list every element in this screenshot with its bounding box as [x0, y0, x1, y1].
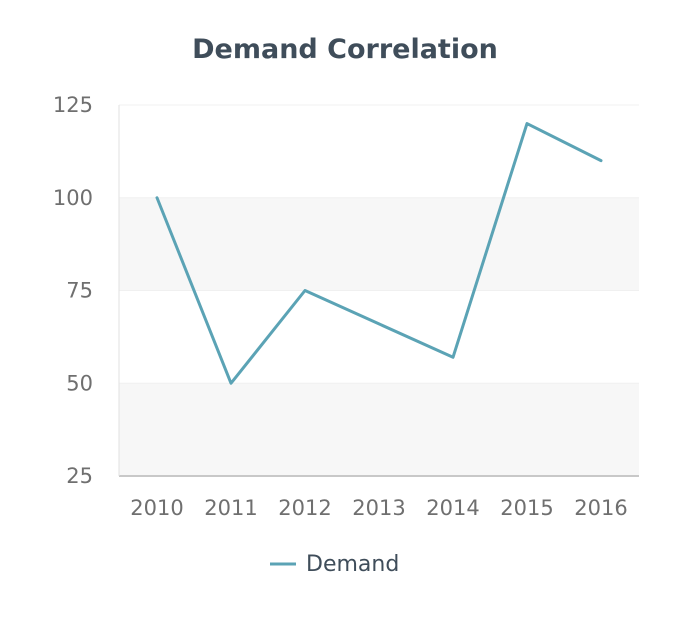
chart-title: Demand Correlation — [192, 34, 498, 65]
legend-label: Demand — [306, 552, 399, 577]
x-tick-label: 2011 — [204, 496, 257, 520]
series-layer — [155, 122, 603, 385]
series-line — [155, 122, 603, 385]
plot-band — [119, 197, 639, 291]
x-tick-label: 2015 — [500, 496, 553, 520]
y-tick-label: 100 — [53, 186, 93, 210]
legend[interactable]: Demand — [270, 552, 399, 577]
plot-band — [119, 383, 639, 476]
x-axis-ticks: 2010 2011 2012 2013 2014 2015 2016 — [130, 496, 627, 520]
legend-item[interactable]: Demand — [270, 552, 399, 577]
x-tick-label: 2016 — [574, 496, 627, 520]
x-tick-label: 2013 — [352, 496, 405, 520]
y-tick-label: 75 — [66, 279, 93, 303]
x-tick-label: 2012 — [278, 496, 331, 520]
y-tick-label: 50 — [66, 371, 93, 395]
y-tick-label: 125 — [53, 93, 93, 117]
plot-band — [119, 290, 639, 384]
plot-band — [119, 105, 639, 198]
x-tick-label: 2010 — [130, 496, 183, 520]
plot-bands — [119, 105, 639, 476]
y-axis-ticks: 25 50 75 100 125 — [53, 93, 93, 488]
gridlines — [119, 104, 639, 384]
y-tick-label: 25 — [66, 464, 93, 488]
x-tick-label: 2014 — [426, 496, 479, 520]
